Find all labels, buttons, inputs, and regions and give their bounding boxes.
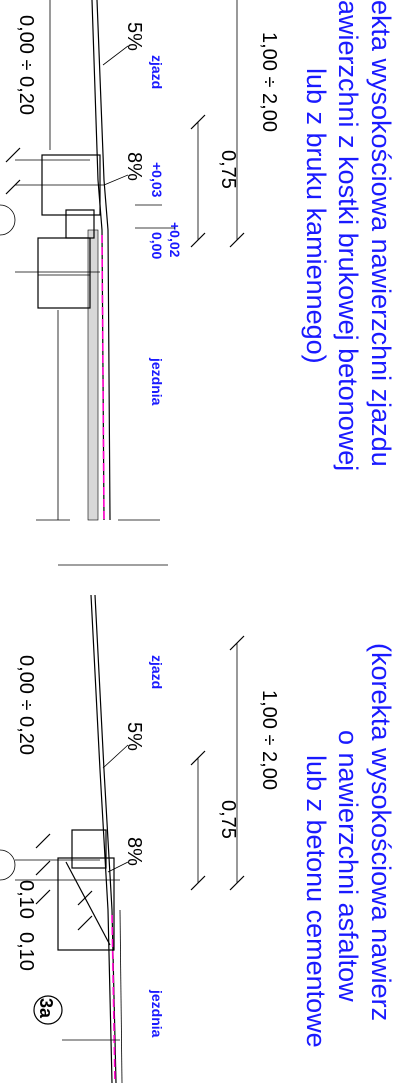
bottom-width-label: 1,00 ÷ 2,00 <box>258 690 280 790</box>
caption-top: ekta wysokościowa nawierzchni zjazdu awi… <box>301 0 395 471</box>
bottom-zone-zjazd: zjazd <box>149 655 165 689</box>
caption-bottom-line-2: o nawierzchni asfaltow <box>333 730 363 1002</box>
top-sub-width-label: 0,75 <box>217 150 239 189</box>
caption-bottom-line-1: (korekta wysokościowa nawierz <box>366 643 395 1021</box>
caption-top-line-1: ekta wysokościowa nawierzchni zjazdu <box>366 0 395 467</box>
top-zone-zjazd: zjazd <box>149 55 165 89</box>
bottom-zone-jezdnia: jezdnia <box>149 989 165 1038</box>
bottom-dim-b: 0,10 <box>15 932 37 971</box>
top-level-3: +0,02 <box>167 222 183 258</box>
top-level-1: +0,03 <box>149 162 165 198</box>
top-slope-8: 8% <box>123 152 145 181</box>
caption-bottom-line-3: lub z betonu cementowe <box>301 755 331 1048</box>
section-marker-label: 3a <box>36 998 56 1019</box>
top-slope-5: 5% <box>123 22 145 51</box>
bottom-sub-width-label: 0,75 <box>217 800 239 839</box>
bottom-slope-5: 5% <box>123 722 145 751</box>
section-marker <box>33 995 63 1025</box>
top-side-dim: 0,00 ÷ 0,20 <box>15 15 37 115</box>
caption-top-line-2: awierzchni z kostki brukowej betonowej <box>333 0 363 471</box>
bottom-cross-section: 1,00 ÷ 2,00 0,75 zjazd jezdnia 5% 8% <box>0 564 280 1083</box>
top-cross-section: 1,00 ÷ 2,00 0,75 zjazd jezdnia +0,03 0,0… <box>0 0 280 521</box>
bottom-dim-a: 0,10 <box>15 880 37 919</box>
top-level-2: 0,00 <box>149 232 165 259</box>
top-width-label: 1,00 ÷ 2,00 <box>258 32 280 132</box>
caption-top-line-3: lub z bruku kamiennego) <box>301 68 331 364</box>
top-zone-jezdnia: jezdnia <box>149 357 165 406</box>
bottom-slope-8: 8% <box>123 837 145 866</box>
bottom-side-dim: 0,00 ÷ 0,20 <box>15 655 37 755</box>
caption-bottom: (korekta wysokościowa nawierz o nawierzc… <box>301 643 395 1048</box>
